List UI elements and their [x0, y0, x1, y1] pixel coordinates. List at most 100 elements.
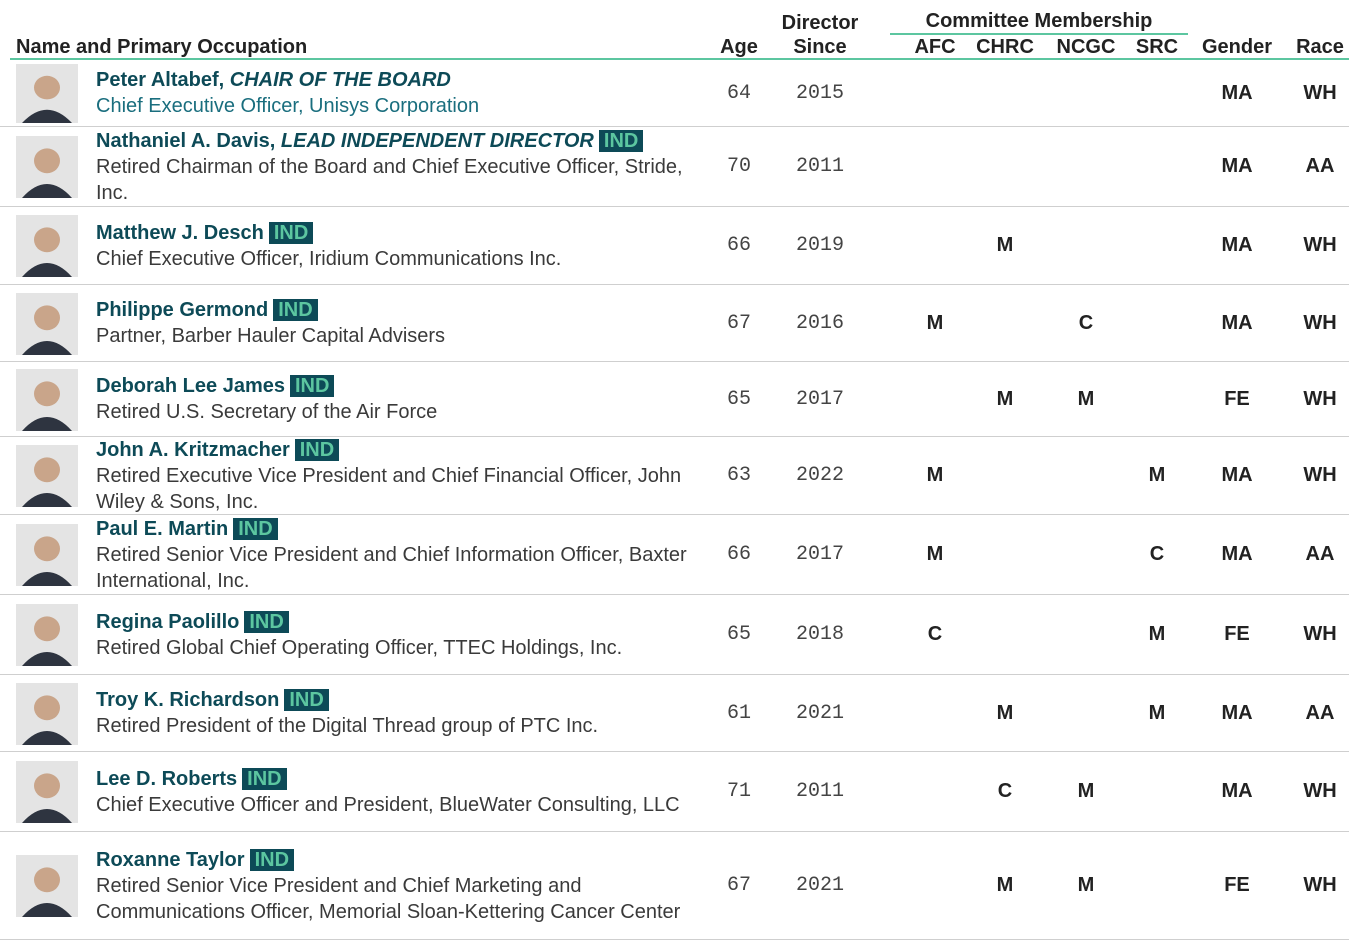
race-cell: WH [1290, 362, 1349, 436]
chrc-value: C [998, 780, 1012, 803]
race-cell: WH [1290, 437, 1349, 514]
photo [16, 524, 78, 586]
director-name: Philippe Germond [96, 299, 268, 321]
independent-badge: IND [284, 689, 328, 711]
director-name: Troy K. Richardson [96, 689, 279, 711]
afc-value: M [927, 464, 944, 487]
chrc-value: M [997, 234, 1014, 257]
age-value: 65 [727, 623, 751, 646]
since-cell: 2022 [770, 437, 870, 514]
afc-value: M [927, 312, 944, 335]
name-cell: Paul E. MartinINDRetired Senior Vice Pre… [96, 515, 706, 594]
src-cell [1122, 362, 1192, 436]
since-value: 2017 [796, 543, 844, 566]
since-value: 2022 [796, 464, 844, 487]
age-cell: 66 [710, 207, 768, 284]
photo [16, 683, 78, 745]
ncgc-cell: M [1046, 362, 1126, 436]
gender-cell: MA [1192, 675, 1282, 751]
age-value: 70 [727, 155, 751, 178]
portrait [16, 64, 78, 123]
occupation: Chief Executive Officer, Unisys Corporat… [96, 93, 706, 119]
chrc-cell: M [965, 832, 1045, 939]
portrait [16, 215, 78, 277]
chrc-cell: M [965, 675, 1045, 751]
race-value: WH [1303, 388, 1336, 411]
director-name: Nathaniel A. Davis, [96, 130, 275, 152]
since-cell: 2017 [770, 362, 870, 436]
ncgc-cell: C [1046, 285, 1126, 361]
ncgc-cell [1046, 127, 1126, 206]
ncgc-cell [1046, 515, 1126, 594]
director-name: Lee D. Roberts [96, 768, 237, 790]
age-cell: 67 [710, 285, 768, 361]
src-cell [1122, 752, 1192, 831]
age-value: 63 [727, 464, 751, 487]
occupation: Retired Global Chief Operating Officer, … [96, 635, 706, 661]
src-value: M [1149, 623, 1166, 646]
age-cell: 71 [710, 752, 768, 831]
gender-cell: FE [1192, 362, 1282, 436]
name-cell: Troy K. RichardsonINDRetired President o… [96, 675, 706, 751]
director-row: Troy K. RichardsonINDRetired President o… [0, 675, 1349, 752]
independent-badge: IND [295, 439, 339, 461]
name-line: Nathaniel A. Davis, LEAD INDEPENDENT DIR… [96, 128, 706, 154]
gender-value: MA [1221, 82, 1252, 105]
independent-badge: IND [599, 130, 643, 152]
photo [16, 369, 78, 431]
afc-cell [900, 127, 970, 206]
age-cell: 70 [710, 127, 768, 206]
race-value: WH [1303, 82, 1336, 105]
afc-cell: C [900, 595, 970, 674]
gender-cell: MA [1192, 127, 1282, 206]
director-row: Matthew J. DeschINDChief Executive Offic… [0, 207, 1349, 285]
gender-value: MA [1221, 312, 1252, 335]
since-value: 2021 [796, 702, 844, 725]
occupation: Chief Executive Officer and President, B… [96, 792, 706, 818]
photo [16, 761, 78, 823]
gender-cell: MA [1192, 752, 1282, 831]
since-cell: 2021 [770, 675, 870, 751]
race-cell: WH [1290, 60, 1349, 126]
name-cell: Philippe GermondINDPartner, Barber Haule… [96, 285, 706, 361]
afc-cell [900, 675, 970, 751]
src-cell: M [1122, 675, 1192, 751]
col-header: AFC [900, 35, 970, 59]
afc-cell: M [900, 285, 970, 361]
since-value: 2019 [796, 234, 844, 257]
race-cell: WH [1290, 595, 1349, 674]
age-value: 65 [727, 388, 751, 411]
independent-badge: IND [242, 768, 286, 790]
src-cell [1122, 832, 1192, 939]
race-cell: WH [1290, 207, 1349, 284]
age-cell: 67 [710, 832, 768, 939]
race-value: WH [1303, 780, 1336, 803]
portrait [16, 683, 78, 745]
chrc-value: M [997, 874, 1014, 897]
name-cell: Deborah Lee JamesINDRetired U.S. Secreta… [96, 362, 706, 436]
ncgc-cell [1046, 60, 1126, 126]
afc-cell [900, 60, 970, 126]
since-cell: 2019 [770, 207, 870, 284]
gender-value: MA [1221, 234, 1252, 257]
portrait [16, 293, 78, 355]
director-name: Peter Altabef, [96, 69, 224, 91]
age-value: 66 [727, 234, 751, 257]
afc-cell: M [900, 437, 970, 514]
chrc-cell [965, 437, 1045, 514]
photo [16, 855, 78, 917]
age-cell: 65 [710, 595, 768, 674]
name-cell: Lee D. RobertsINDChief Executive Officer… [96, 752, 706, 831]
age-value: 66 [727, 543, 751, 566]
col-header: Race [1290, 35, 1349, 59]
ncgc-value: M [1078, 780, 1095, 803]
chrc-cell [965, 285, 1045, 361]
ncgc-cell [1046, 437, 1126, 514]
director-row: Nathaniel A. Davis, LEAD INDEPENDENT DIR… [0, 127, 1349, 207]
age-cell: 61 [710, 675, 768, 751]
photo [16, 293, 78, 355]
